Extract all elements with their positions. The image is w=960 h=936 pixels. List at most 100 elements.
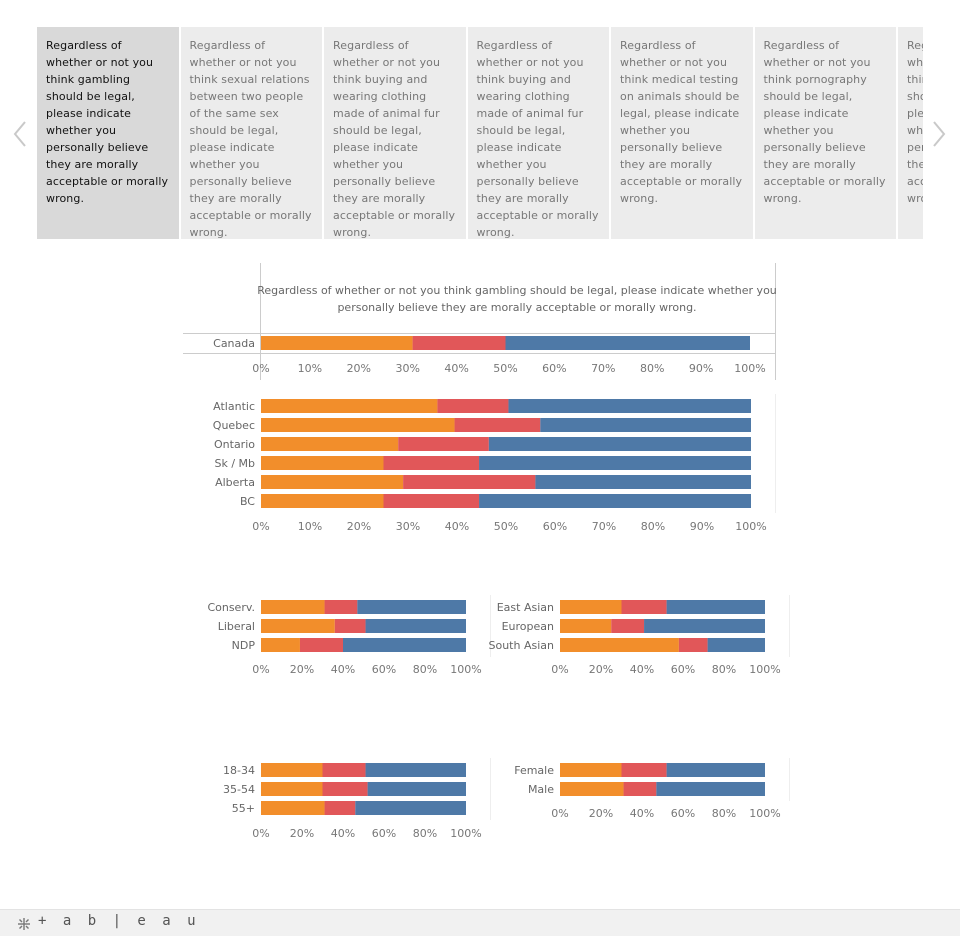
previous-arrow-icon[interactable] xyxy=(12,114,28,154)
x-tick-label: 60% xyxy=(372,663,396,676)
x-tick-label: 0% xyxy=(252,362,269,375)
category-label: Male xyxy=(528,783,554,796)
category-label: Conserv. xyxy=(207,601,255,614)
x-tick-label: 10% xyxy=(298,520,322,533)
acceptable-segment xyxy=(261,782,323,796)
x-tick-label: 100% xyxy=(450,663,481,676)
acceptable-segment xyxy=(261,437,399,451)
acceptable-segment xyxy=(560,619,612,633)
wrong-segment xyxy=(479,494,751,508)
acceptable-segment xyxy=(261,801,325,815)
category-label: Ontario xyxy=(214,438,255,451)
next-arrow-icon[interactable] xyxy=(931,114,947,154)
category-label: Quebec xyxy=(213,419,255,432)
x-tick-label: 80% xyxy=(641,520,665,533)
x-tick-label: 100% xyxy=(450,827,481,840)
tableau-logo-icon xyxy=(18,918,30,930)
x-tick-label: 30% xyxy=(395,362,419,375)
category-label: East Asian xyxy=(497,601,554,614)
wrong-segment xyxy=(357,600,466,614)
wrong-segment xyxy=(707,638,765,652)
category-label: 35-54 xyxy=(223,783,255,796)
x-tick-label: 0% xyxy=(252,520,269,533)
depends-segment xyxy=(299,638,343,652)
depends-segment xyxy=(437,399,509,413)
x-tick-label: 40% xyxy=(445,520,469,533)
wrong-segment xyxy=(644,619,765,633)
x-tick-label: 50% xyxy=(494,520,518,533)
x-tick-label: 60% xyxy=(372,827,396,840)
wrong-segment xyxy=(343,638,466,652)
wrong-segment xyxy=(505,336,750,350)
x-tick-label: 0% xyxy=(252,663,269,676)
tab-animal-fur-2[interactable]: Regardless of whether or not you think b… xyxy=(467,27,609,239)
x-tick-label: 20% xyxy=(589,807,613,820)
tab-gambling[interactable]: Regardless of whether or not you think g… xyxy=(37,27,179,239)
category-label: Liberal xyxy=(218,620,255,633)
depends-segment xyxy=(322,763,366,777)
category-label: Sk / Mb xyxy=(214,457,255,470)
x-tick-label: 100% xyxy=(749,807,780,820)
category-label: 55+ xyxy=(232,802,255,815)
chart-title-line-2: personally believe they are morally acce… xyxy=(337,301,696,314)
wrong-segment xyxy=(367,782,466,796)
x-tick-label: 80% xyxy=(640,362,664,375)
x-tick-label: 80% xyxy=(413,663,437,676)
x-tick-label: 80% xyxy=(712,807,736,820)
x-tick-label: 80% xyxy=(413,827,437,840)
depends-segment xyxy=(324,600,358,614)
x-tick-label: 100% xyxy=(735,520,766,533)
acceptable-segment xyxy=(560,763,622,777)
x-tick-label: 80% xyxy=(712,663,736,676)
acceptable-segment xyxy=(261,456,384,470)
acceptable-segment xyxy=(261,418,455,432)
x-tick-label: 20% xyxy=(347,520,371,533)
category-label: South Asian xyxy=(489,639,555,652)
x-tick-label: 100% xyxy=(749,663,780,676)
tab-animal-fur[interactable]: Regardless of whether or not you think b… xyxy=(324,27,466,239)
category-label: Atlantic xyxy=(213,400,255,413)
wrong-segment xyxy=(656,782,765,796)
x-tick-label: 90% xyxy=(689,362,713,375)
depends-segment xyxy=(412,336,506,350)
tab-prostitution[interactable]: Regardless of whether or not you think p… xyxy=(898,27,923,239)
acceptable-segment xyxy=(560,600,622,614)
acceptable-segment xyxy=(261,494,384,508)
tableau-brand: + a b | e a u xyxy=(38,913,200,929)
x-tick-label: 70% xyxy=(592,520,616,533)
category-label: Alberta xyxy=(215,476,255,489)
category-label: European xyxy=(502,620,554,633)
depends-segment xyxy=(623,782,657,796)
wrong-segment xyxy=(666,763,765,777)
acceptable-segment xyxy=(261,619,335,633)
depends-segment xyxy=(398,437,489,451)
wrong-segment xyxy=(508,399,751,413)
wrong-segment xyxy=(365,619,466,633)
x-tick-label: 40% xyxy=(444,362,468,375)
depends-segment xyxy=(403,475,536,489)
category-label: Canada xyxy=(213,337,255,350)
depends-segment xyxy=(621,600,667,614)
x-tick-label: 40% xyxy=(630,807,654,820)
wrong-segment xyxy=(488,437,751,451)
tableau-footer: + a b | e a u xyxy=(0,909,960,936)
tab-medical-testing[interactable]: Regardless of whether or not you think m… xyxy=(611,27,753,239)
x-tick-label: 20% xyxy=(290,827,314,840)
tab-pornography[interactable]: Regardless of whether or not you think p… xyxy=(754,27,896,239)
wrong-segment xyxy=(365,763,466,777)
acceptable-segment xyxy=(560,638,679,652)
x-tick-label: 40% xyxy=(331,663,355,676)
x-tick-label: 100% xyxy=(734,362,765,375)
acceptable-segment xyxy=(560,782,624,796)
x-tick-label: 10% xyxy=(298,362,322,375)
acceptable-segment xyxy=(261,475,404,489)
x-tick-label: 60% xyxy=(671,807,695,820)
x-tick-label: 20% xyxy=(589,663,613,676)
depends-segment xyxy=(383,456,480,470)
depends-segment xyxy=(678,638,708,652)
depends-segment xyxy=(621,763,667,777)
depends-segment xyxy=(322,782,368,796)
x-tick-label: 0% xyxy=(551,807,568,820)
tab-same-sex-relations[interactable]: Regardless of whether or not you think s… xyxy=(180,27,322,239)
question-tabs: Regardless of whether or not you think g… xyxy=(37,27,923,239)
